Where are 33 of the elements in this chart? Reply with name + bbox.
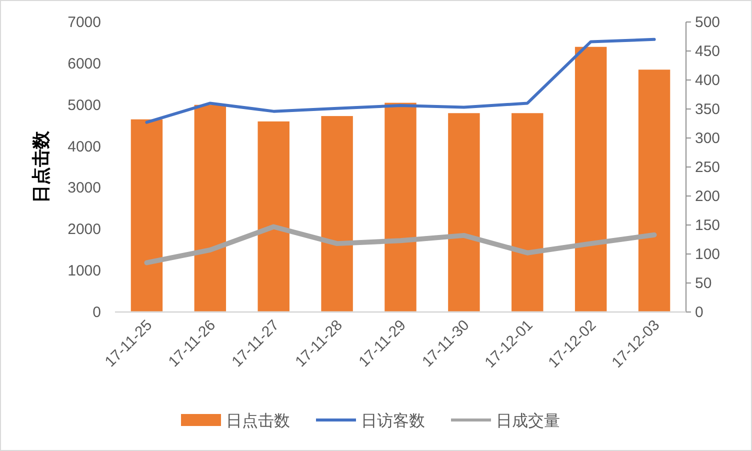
bar bbox=[384, 102, 416, 312]
bar bbox=[194, 104, 226, 312]
bar bbox=[638, 70, 670, 312]
y-tick-label: 6000 bbox=[68, 55, 101, 72]
y2-tick-label: 200 bbox=[695, 188, 720, 205]
legend-label: 日访客数 bbox=[361, 412, 425, 430]
y2-tick-label: 500 bbox=[695, 14, 720, 31]
bar bbox=[512, 113, 544, 312]
y-tick-label: 2000 bbox=[68, 221, 101, 238]
y2-tick-label: 250 bbox=[695, 159, 720, 176]
bar bbox=[574, 46, 607, 312]
y2-tick-label: 300 bbox=[695, 130, 720, 147]
line-series bbox=[145, 38, 656, 124]
y2-tick-label: 150 bbox=[695, 217, 720, 234]
legend-label: 日点击数 bbox=[226, 412, 290, 430]
y-tick-label: 7000 bbox=[68, 14, 101, 31]
bar bbox=[448, 113, 480, 312]
y-axis-title: 日点击数 bbox=[31, 130, 51, 203]
bar bbox=[258, 121, 290, 312]
y2-tick-label: 50 bbox=[695, 275, 712, 292]
legend-label: 日成交量 bbox=[496, 412, 560, 430]
y2-tick-label: 400 bbox=[695, 72, 720, 89]
y-tick-label: 1000 bbox=[68, 262, 101, 280]
y2-tick-label: 100 bbox=[695, 246, 720, 263]
y2-tick-label: 450 bbox=[695, 43, 720, 60]
bar bbox=[321, 116, 353, 312]
y-tick-label: 5000 bbox=[68, 96, 101, 114]
y-tick-label: 4000 bbox=[68, 138, 101, 156]
y2-tick-label: 350 bbox=[695, 101, 720, 118]
y2-tick-label: 0 bbox=[695, 304, 704, 321]
y-tick-label: 0 bbox=[92, 304, 101, 321]
y-tick-label: 3000 bbox=[68, 180, 101, 197]
bar bbox=[130, 119, 163, 312]
